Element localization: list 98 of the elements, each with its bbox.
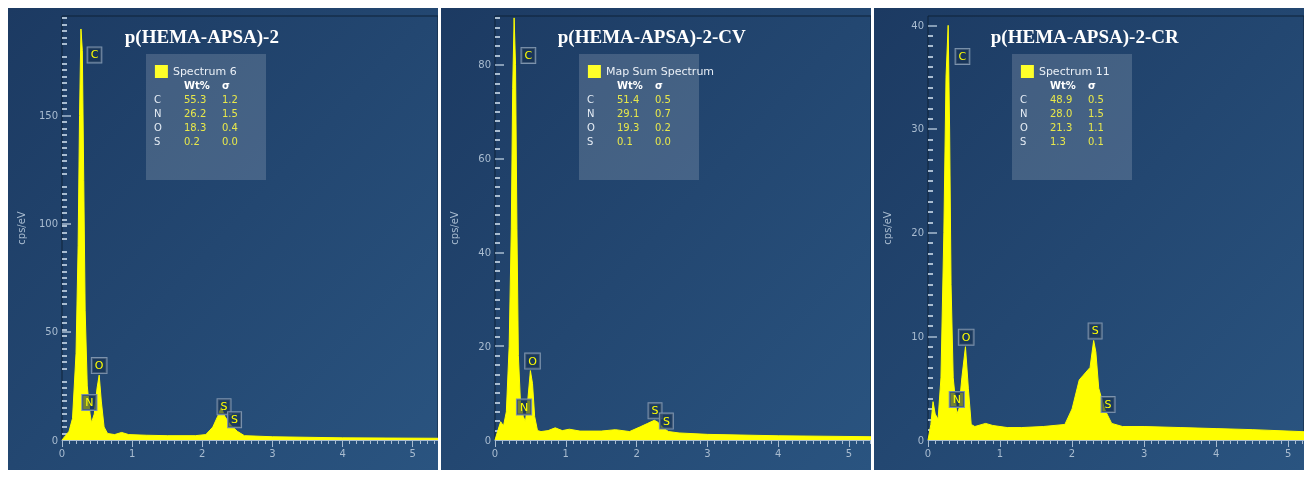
annotation: S [651, 404, 659, 418]
annotation: Wt% [184, 79, 210, 91]
annotation: N [587, 107, 595, 119]
annotation: O [1020, 121, 1028, 133]
annotation: Wt% [617, 79, 643, 91]
annotation: σ [1088, 79, 1096, 91]
annotation: 0.0 [222, 135, 238, 147]
y-tick-label: 10 [911, 330, 924, 342]
y-tick-label: 0 [917, 434, 924, 446]
text: p(HEMA-APSA)-2 [124, 26, 279, 48]
y-tick-label: 0 [484, 434, 491, 446]
y-tick-label: 50 [45, 326, 58, 338]
x-tick-label: 3 [1140, 447, 1148, 459]
annotation: 0.5 [1088, 93, 1104, 105]
x-tick-label: 4 [339, 447, 346, 459]
x-tick-label: 4 [1212, 447, 1220, 459]
x-tick-label: 5 [1284, 447, 1292, 459]
annotation: 48.9 [1050, 93, 1073, 105]
y-tick-label: 40 [478, 246, 491, 258]
x-tick-label: 4 [775, 447, 782, 459]
x-tick-label: 1 [996, 447, 1004, 459]
x-tick-label: 3 [269, 447, 276, 459]
annotation: 18.3 [184, 121, 207, 133]
annotation: O [587, 121, 595, 133]
annotation: 0.2 [184, 135, 200, 147]
x-tick-label: 3 [704, 447, 711, 459]
annotation: 0.5 [655, 93, 671, 105]
annotation: N [154, 107, 162, 119]
y-axis-title: cps/eV [881, 211, 893, 245]
annotation: S [154, 135, 161, 147]
annotation: 55.3 [184, 93, 207, 105]
y-tick-label: 80 [478, 59, 491, 71]
annotation: 1.5 [1088, 107, 1104, 119]
y-tick-label: 40 [911, 19, 924, 31]
text: p(HEMA-APSA)-2-CV [557, 26, 746, 48]
annotation: N [85, 395, 94, 409]
annotation: 51.4 [617, 93, 640, 105]
annotation: N [519, 400, 529, 414]
y-tick-label: 100 [38, 218, 58, 230]
annotation: 21.3 [1050, 121, 1073, 133]
annotation: 1.2 [222, 93, 238, 105]
x-tick-label: 2 [199, 447, 206, 459]
annotation: S [220, 400, 228, 414]
annotation: C [90, 48, 99, 62]
y-tick-label: 60 [478, 153, 491, 165]
annotation: σ [222, 79, 230, 91]
annotation: N [952, 392, 961, 406]
x-tick-label: 2 [1068, 447, 1076, 459]
annotation: 0.7 [655, 107, 671, 119]
annotation: S [1020, 135, 1027, 147]
annotation: C [154, 93, 161, 105]
annotation: S [1104, 398, 1112, 412]
annotation: S [1091, 324, 1099, 338]
annotation: Wt% [1050, 79, 1076, 91]
annotation: 0.2 [655, 121, 671, 133]
annotation: S [587, 135, 594, 147]
annotation: 28.0 [1050, 107, 1073, 119]
annotation: 26.2 [184, 107, 207, 119]
x-tick-label: 0 [58, 447, 66, 459]
annotation: 1.3 [1050, 135, 1066, 147]
annotation: 0.0 [655, 135, 671, 147]
annotation: O [961, 330, 971, 344]
annotation: S [231, 413, 239, 427]
x-tick-label: 0 [491, 447, 499, 459]
annotation: σ [655, 79, 663, 91]
y-axis-title: cps/eV [15, 211, 27, 245]
y-axis-title: cps/eV [448, 211, 460, 245]
legend-label: Spectrum 6 [172, 65, 237, 78]
annotation: 1.1 [1088, 121, 1104, 133]
y-tick-label: 30 [911, 123, 924, 135]
x-tick-label: 5 [409, 447, 416, 459]
y-tick-label: 150 [38, 110, 58, 122]
x-tick-label: 1 [128, 447, 136, 459]
y-tick-label: 20 [478, 340, 491, 352]
annotation: C [1020, 93, 1027, 105]
legend-label: Spectrum 11 [1038, 65, 1110, 78]
annotation: 0.4 [222, 121, 238, 133]
annotation: S [662, 414, 670, 428]
y-tick-label: 0 [51, 434, 58, 446]
annotation: O [528, 354, 538, 368]
x-tick-label: 1 [562, 447, 569, 459]
annotation: 0.1 [1088, 135, 1104, 147]
x-tick-label: 5 [845, 447, 853, 459]
annotation: C [958, 49, 967, 63]
annotation: O [94, 359, 104, 373]
annotation: 1.5 [222, 107, 238, 119]
x-tick-label: 0 [924, 447, 932, 459]
annotation: N [1020, 107, 1028, 119]
annotation: 0.1 [617, 135, 633, 147]
x-tick-label: 2 [633, 447, 640, 459]
y-tick-label: 20 [911, 227, 924, 239]
annotation: 29.1 [617, 107, 640, 119]
annotation: O [154, 121, 162, 133]
annotation: C [524, 48, 533, 62]
annotation: 19.3 [617, 121, 640, 133]
annotation: C [587, 93, 594, 105]
text: p(HEMA-APSA)-2-CR [990, 26, 1179, 48]
legend-label: Map Sum Spectrum [605, 65, 715, 78]
